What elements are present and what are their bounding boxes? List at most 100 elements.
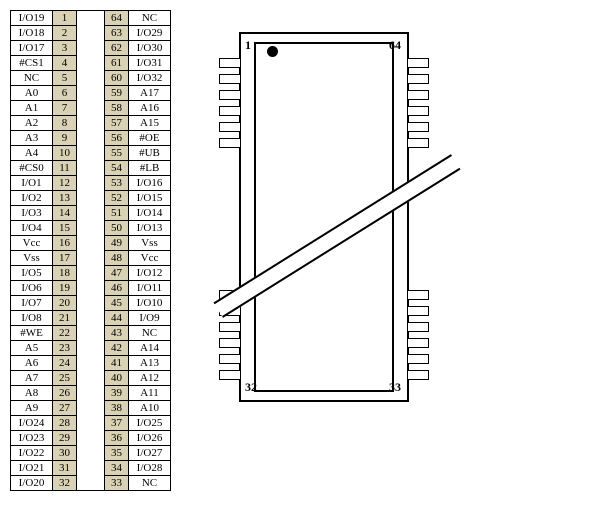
pin-right-cell: 60 (105, 71, 129, 86)
corner-label-32: 32 (245, 380, 257, 395)
pin-right-cell: 53 (105, 176, 129, 191)
signal-left-cell: I/O5 (11, 266, 53, 281)
signal-right-cell: A10 (129, 401, 171, 416)
pin-right-cell: 51 (105, 206, 129, 221)
corner-label-1: 1 (245, 38, 251, 53)
signal-left-cell: A7 (11, 371, 53, 386)
pin-left-cell: 15 (53, 221, 77, 236)
signal-right-cell: I/O26 (129, 431, 171, 446)
signal-left-cell: I/O22 (11, 446, 53, 461)
pin-left-cell: 24 (53, 356, 77, 371)
pin-left-cell: 2 (53, 26, 77, 41)
signal-right-cell: #LB (129, 161, 171, 176)
pin-left-cell: 16 (53, 236, 77, 251)
pin-left-cell: 5 (53, 71, 77, 86)
pin-right-cell: 37 (105, 416, 129, 431)
pin-left-cell: 19 (53, 281, 77, 296)
signal-right-cell: A14 (129, 341, 171, 356)
signal-right-cell: I/O14 (129, 206, 171, 221)
signal-left-cell: I/O18 (11, 26, 53, 41)
signal-right-cell: I/O15 (129, 191, 171, 206)
pin-left-cell: 21 (53, 311, 77, 326)
pin-lead-icon (219, 122, 241, 132)
signal-left-cell: I/O21 (11, 461, 53, 476)
pin-left-cell: 1 (53, 11, 77, 26)
signal-left-cell: I/O7 (11, 296, 53, 311)
signal-right-cell: I/O16 (129, 176, 171, 191)
pin-right-cell: 35 (105, 446, 129, 461)
signal-left-cell: A2 (11, 116, 53, 131)
signal-right-cell: #UB (129, 146, 171, 161)
pin-right-cell: 57 (105, 116, 129, 131)
pin-right-cell: 36 (105, 431, 129, 446)
pin-right-cell: 55 (105, 146, 129, 161)
pin-left-cell: 9 (53, 131, 77, 146)
pin-right-cell: 38 (105, 401, 129, 416)
signal-left-cell: Vcc (11, 236, 53, 251)
pin-lead-icon (407, 354, 429, 364)
signal-left-cell: I/O3 (11, 206, 53, 221)
package-diagram: 1 64 32 33 (199, 22, 449, 422)
pin-left-cell: 26 (53, 386, 77, 401)
corner-label-64: 64 (389, 38, 401, 53)
pin-right-cell: 54 (105, 161, 129, 176)
pin-lead-icon (407, 370, 429, 380)
signal-left-cell: NC (11, 71, 53, 86)
corner-label-33: 33 (389, 380, 401, 395)
pin-left-cell: 11 (53, 161, 77, 176)
pin1-dot-icon (267, 46, 278, 57)
signal-right-cell: Vcc (129, 251, 171, 266)
pin-left-cell: 28 (53, 416, 77, 431)
pin-lead-icon (219, 58, 241, 68)
pin-lead-icon (219, 322, 241, 332)
pin-left-cell: 7 (53, 101, 77, 116)
pin-lead-icon (219, 90, 241, 100)
pin-right-cell: 43 (105, 326, 129, 341)
signal-right-cell: A15 (129, 116, 171, 131)
pin-left-cell: 6 (53, 86, 77, 101)
signal-right-cell: NC (129, 476, 171, 491)
pin-lead-icon (219, 106, 241, 116)
signal-left-cell: I/O20 (11, 476, 53, 491)
signal-right-cell: A11 (129, 386, 171, 401)
signal-left-cell: #CS0 (11, 161, 53, 176)
signal-right-cell: A17 (129, 86, 171, 101)
signal-left-cell: #WE (11, 326, 53, 341)
page-root: I/O19164NCI/O18263I/O29I/O17362I/O30#CS1… (10, 10, 590, 491)
signal-left-cell: I/O1 (11, 176, 53, 191)
table-gap (77, 11, 105, 491)
pinout-table: I/O19164NCI/O18263I/O29I/O17362I/O30#CS1… (10, 10, 171, 491)
signal-right-cell: NC (129, 326, 171, 341)
signal-right-cell: A16 (129, 101, 171, 116)
pin-left-cell: 31 (53, 461, 77, 476)
signal-left-cell: I/O24 (11, 416, 53, 431)
pin-right-cell: 64 (105, 11, 129, 26)
signal-right-cell: I/O32 (129, 71, 171, 86)
pin-lead-icon (219, 74, 241, 84)
pin-right-cell: 41 (105, 356, 129, 371)
pin-right-cell: 52 (105, 191, 129, 206)
signal-right-cell: I/O27 (129, 446, 171, 461)
pin-lead-icon (219, 338, 241, 348)
pin-right-cell: 47 (105, 266, 129, 281)
pin-lead-icon (407, 138, 429, 148)
signal-right-cell: I/O9 (129, 311, 171, 326)
pin-left-cell: 30 (53, 446, 77, 461)
signal-right-cell: I/O28 (129, 461, 171, 476)
pin-right-cell: 46 (105, 281, 129, 296)
signal-left-cell: Vss (11, 251, 53, 266)
signal-right-cell: A13 (129, 356, 171, 371)
pin-lead-icon (407, 306, 429, 316)
signal-left-cell: A4 (11, 146, 53, 161)
signal-left-cell: I/O19 (11, 11, 53, 26)
signal-right-cell: I/O13 (129, 221, 171, 236)
pin-lead-icon (407, 106, 429, 116)
pinout-table-grid: I/O19164NCI/O18263I/O29I/O17362I/O30#CS1… (10, 10, 171, 491)
pin-lead-icon (407, 322, 429, 332)
pin-right-cell: 44 (105, 311, 129, 326)
pin-lead-icon (407, 58, 429, 68)
pin-right-cell: 34 (105, 461, 129, 476)
pin-lead-icon (407, 74, 429, 84)
signal-right-cell: #OE (129, 131, 171, 146)
signal-left-cell: A3 (11, 131, 53, 146)
